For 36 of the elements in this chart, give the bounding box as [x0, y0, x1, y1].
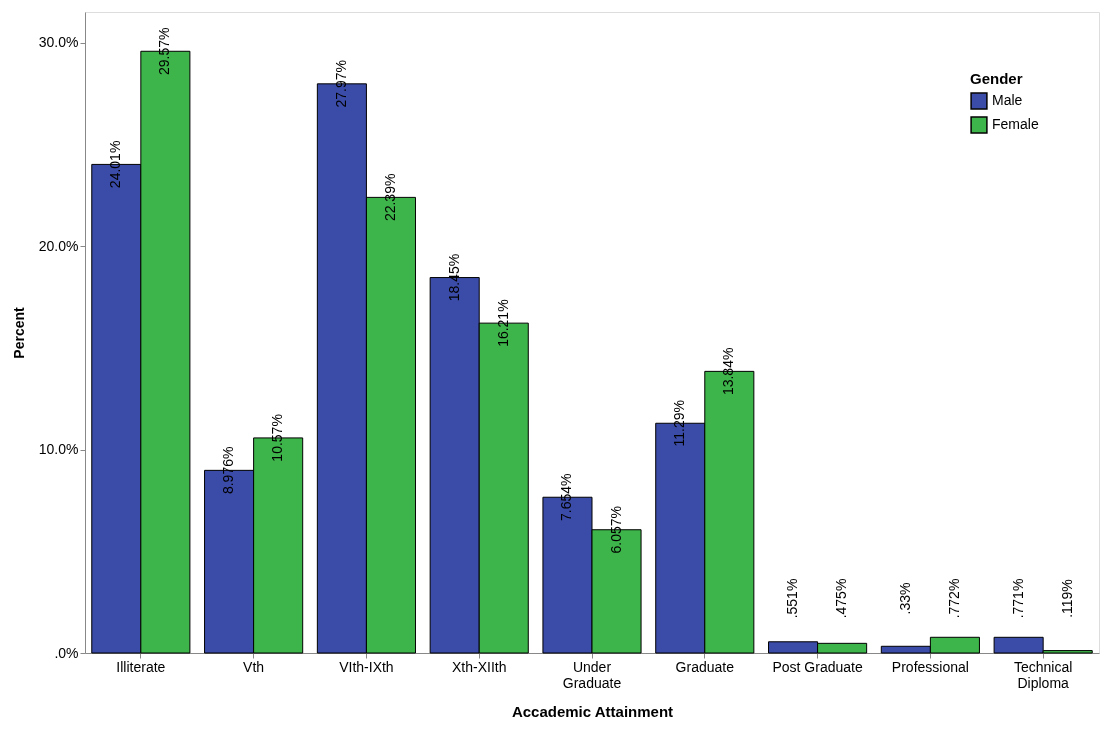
x-tick-label: Professional: [891, 658, 969, 675]
data-label: .119%: [1058, 579, 1075, 618]
data-label: 16.21%: [494, 299, 511, 347]
legend-title: Gender: [970, 70, 1023, 87]
x-tick-label: Post Graduate: [772, 658, 863, 675]
data-label: 10.57%: [269, 414, 286, 462]
x-tick-label: VIth-IXth: [339, 658, 394, 675]
x-tick-label: Vth: [243, 658, 265, 675]
data-label: 18.45%: [445, 253, 462, 302]
data-label: 8.976%: [220, 446, 237, 495]
y-tick-label: 20.0%: [38, 237, 79, 254]
legend-label: Female: [992, 116, 1039, 132]
x-axis-title: Accademic Attainment: [511, 702, 674, 720]
data-label: 7.654%: [558, 473, 575, 521]
data-label: 29.57%: [156, 27, 173, 76]
x-tick-label: Under Graduate: [562, 658, 622, 691]
data-label: 11.29%: [671, 400, 688, 447]
x-tick-label: Illiterate: [116, 658, 166, 675]
x-tick-label: Technical Diploma: [1013, 658, 1073, 691]
y-axis-title: Percent: [10, 306, 27, 359]
data-label: .475%: [833, 578, 850, 619]
legend-label: Male: [992, 92, 1023, 108]
data-label: .33%: [896, 582, 913, 615]
data-label: .772%: [945, 578, 962, 619]
data-label: 6.057%: [607, 506, 624, 554]
data-label: 13.84%: [720, 347, 737, 396]
data-label: 27.97%: [332, 60, 349, 108]
data-label: .771%: [1009, 578, 1026, 619]
x-tick-label: Graduate: [675, 658, 735, 675]
data-label: .551%: [784, 578, 801, 619]
y-tick-label: .0%: [54, 644, 79, 661]
data-label: 24.01%: [107, 140, 124, 189]
y-tick-label: 10.0%: [38, 441, 79, 458]
data-label: 22.39%: [381, 173, 398, 222]
x-tick-label: Xth-XIIth: [451, 658, 507, 675]
y-tick-label: 30.0%: [38, 34, 79, 51]
